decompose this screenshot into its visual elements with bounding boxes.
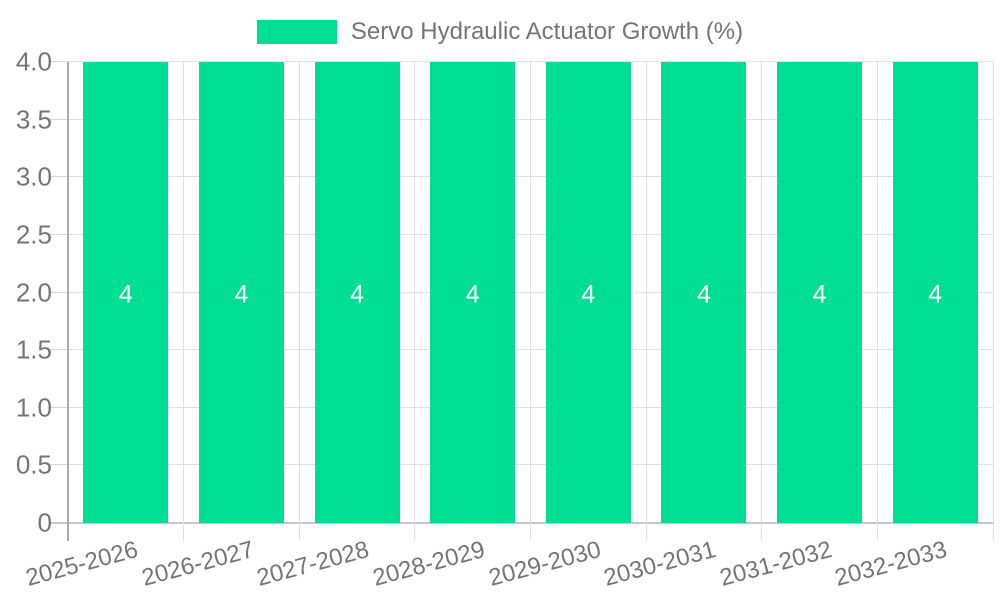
y-axis-tick-label: 4.0 xyxy=(15,46,52,77)
x-axis-tick-label: 2029-2030 xyxy=(485,536,604,592)
y-axis-tick-label: 1.5 xyxy=(15,334,52,365)
y-axis-tick-label: 3.5 xyxy=(15,104,52,135)
x-gridline xyxy=(761,62,763,541)
bar-value-label: 4 xyxy=(928,280,943,308)
y-axis-tick-label: 2.5 xyxy=(15,219,52,250)
x-axis-tick-label: 2027-2028 xyxy=(254,536,373,592)
bar-value-label: 4 xyxy=(812,280,827,308)
bar[interactable] xyxy=(545,62,631,523)
legend-label: Servo Hydraulic Actuator Growth (%) xyxy=(350,18,744,45)
legend: Servo Hydraulic Actuator Growth (%) xyxy=(0,18,1000,46)
x-gridline xyxy=(645,62,647,541)
x-gridline xyxy=(876,62,878,541)
x-gridline xyxy=(414,62,416,541)
y-axis-line xyxy=(67,62,69,541)
y-gridline xyxy=(68,61,993,62)
bar-value-label: 4 xyxy=(350,280,365,308)
bar-value-label: 4 xyxy=(581,280,596,308)
bar[interactable] xyxy=(430,62,516,523)
x-axis-tick-label: 2031-2032 xyxy=(716,536,835,592)
x-axis-tick-label: 2025-2026 xyxy=(22,536,141,592)
y-axis-tick-label: 2.0 xyxy=(15,277,52,307)
y-tick-mark xyxy=(50,233,68,235)
y-axis-tick-label: 0 xyxy=(37,507,52,538)
x-gridline xyxy=(183,62,185,541)
y-axis-tick-label: 0.5 xyxy=(15,449,52,480)
x-axis-tick-label: 2030-2031 xyxy=(601,536,719,592)
y-tick-mark xyxy=(50,291,68,293)
bar[interactable] xyxy=(314,62,400,523)
y-tick-mark xyxy=(50,522,68,524)
x-gridline xyxy=(298,62,300,541)
legend-item[interactable]: Servo Hydraulic Actuator Growth (%) xyxy=(256,18,744,46)
x-gridline xyxy=(992,62,994,541)
y-tick-mark xyxy=(50,118,68,120)
legend-swatch-icon xyxy=(256,20,337,44)
x-gridline xyxy=(530,62,531,541)
x-axis-tick-label: 2026-2027 xyxy=(138,536,257,592)
bar[interactable] xyxy=(777,62,863,523)
x-axis-tick-label: 2032-2033 xyxy=(832,536,951,592)
y-tick-mark xyxy=(50,406,68,408)
bar[interactable] xyxy=(661,62,747,523)
y-tick-mark xyxy=(50,61,68,62)
bar-value-label: 4 xyxy=(234,280,249,308)
bar-value-label: 4 xyxy=(465,280,480,308)
bar[interactable] xyxy=(892,62,978,523)
x-axis-tick-label: 2028-2029 xyxy=(369,536,488,592)
y-axis-tick-label: 1.0 xyxy=(15,392,52,423)
y-tick-mark xyxy=(50,176,68,178)
y-tick-mark xyxy=(50,349,68,351)
bar[interactable] xyxy=(198,62,284,523)
bar-value-label: 4 xyxy=(118,280,133,308)
y-tick-mark xyxy=(50,464,68,466)
bar-value-label: 4 xyxy=(696,280,711,308)
bar[interactable] xyxy=(83,62,169,523)
y-axis-tick-label: 3.0 xyxy=(15,161,52,192)
